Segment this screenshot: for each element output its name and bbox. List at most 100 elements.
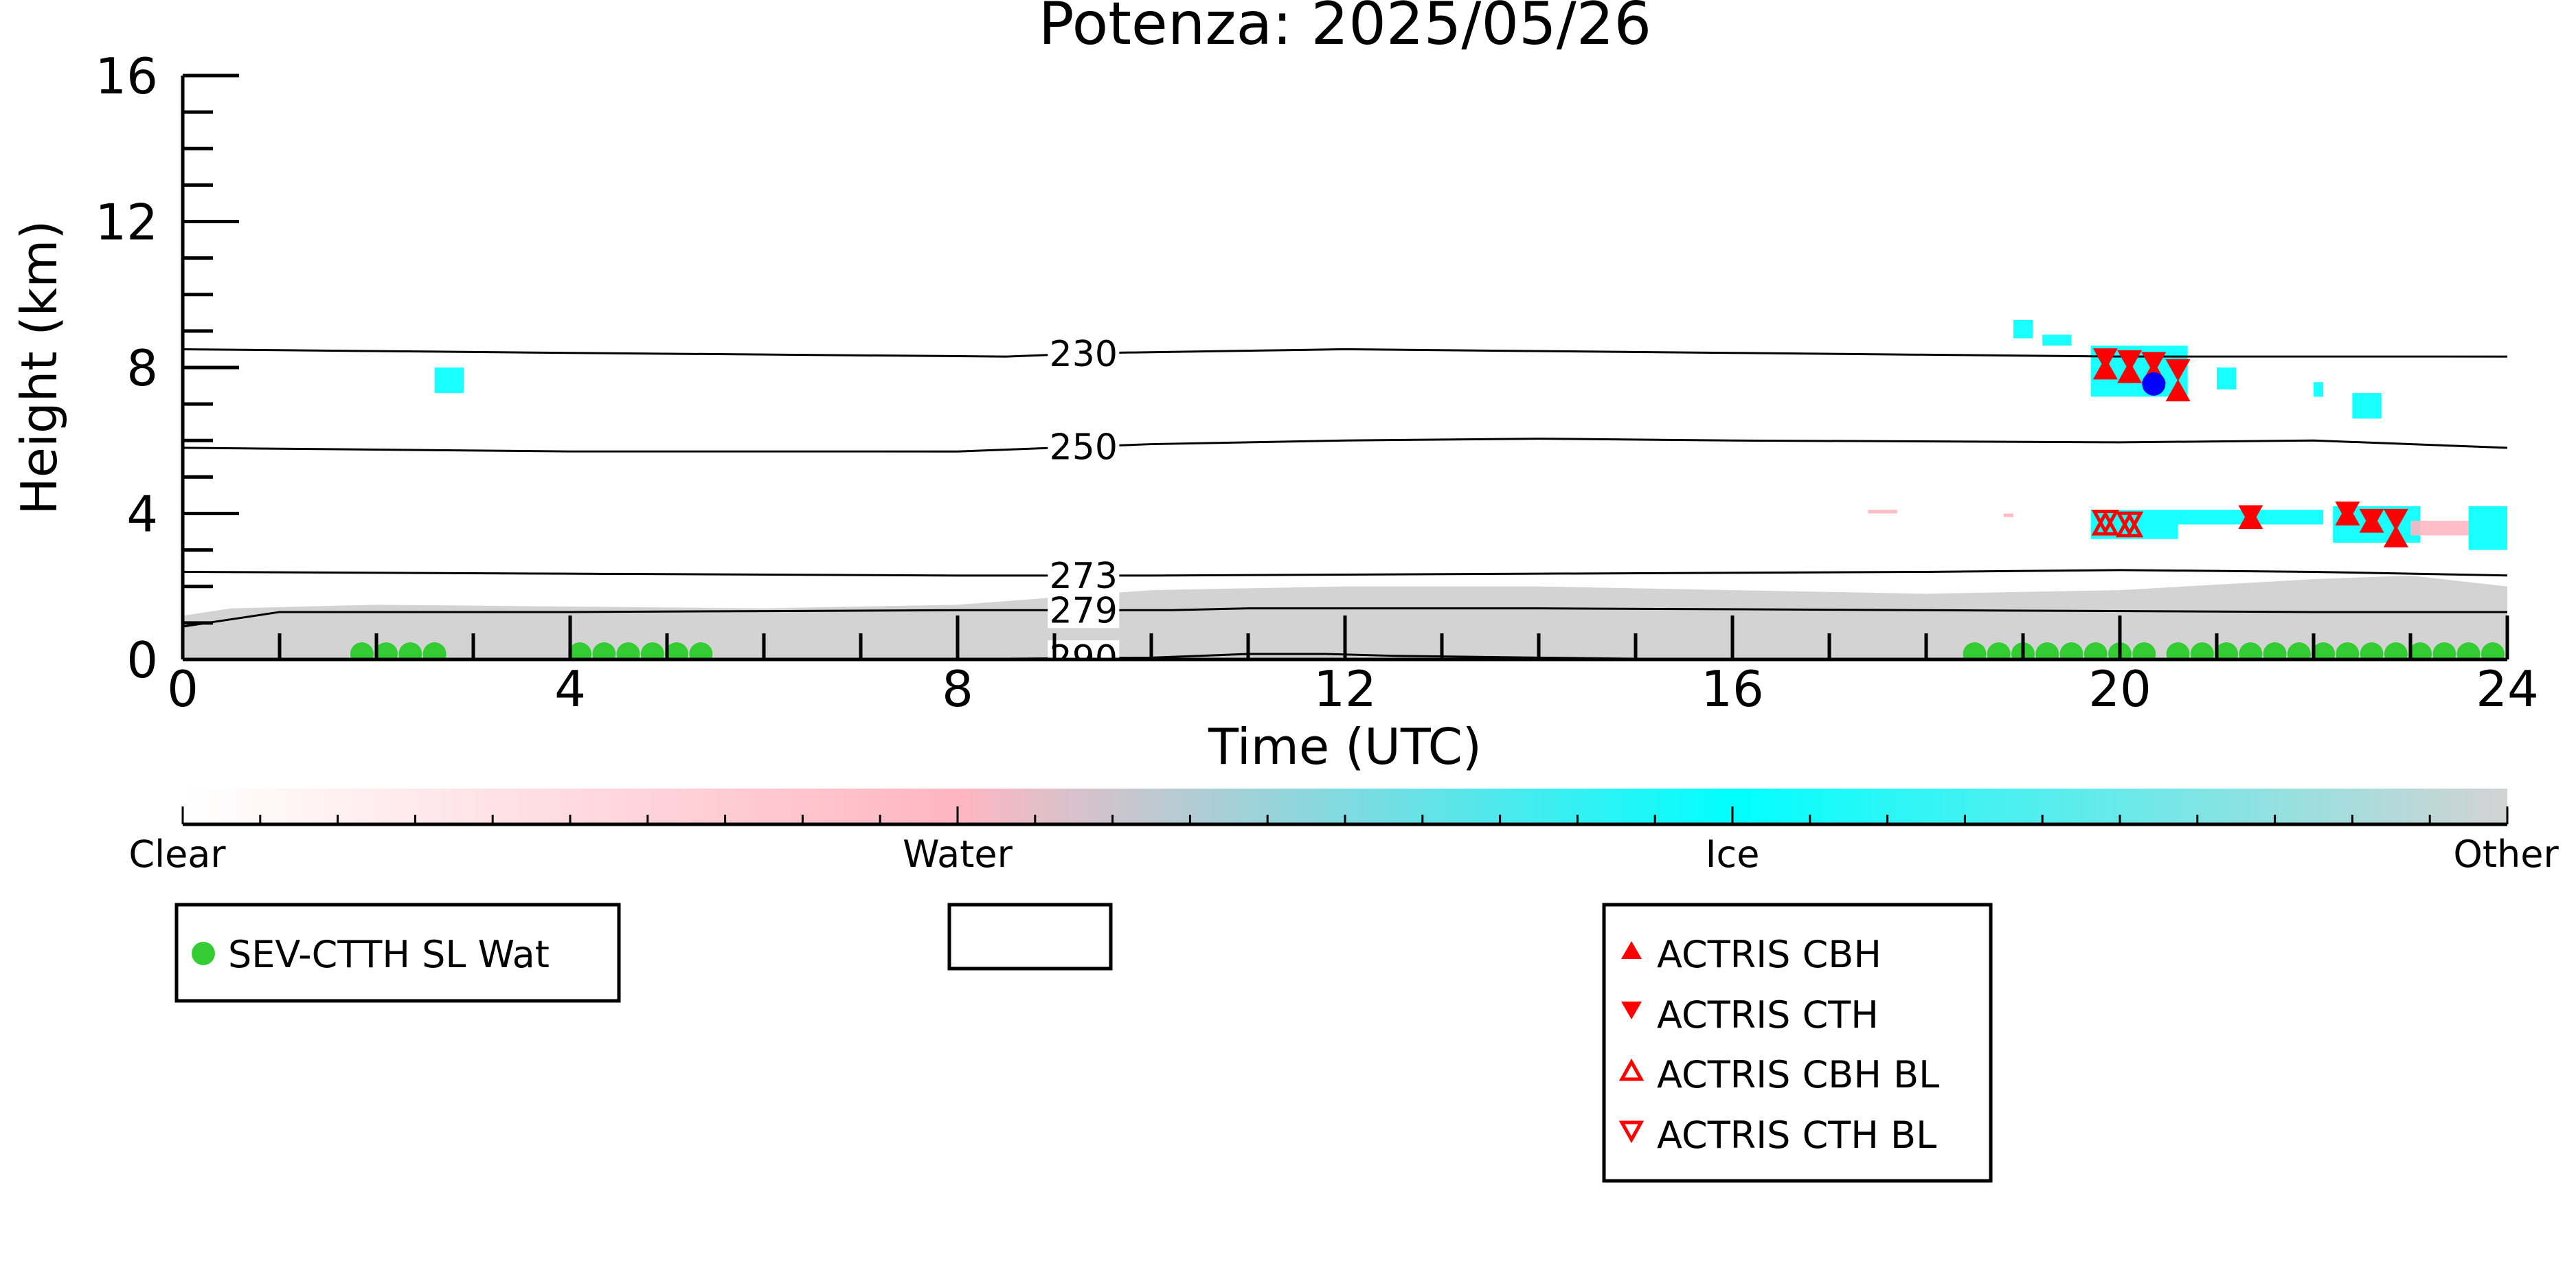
legend-cbh-bl-label: ACTRIS CBH BL (1657, 1053, 1939, 1096)
cloud-patch-ice (2217, 368, 2237, 389)
colorbar-label-water: Water (903, 833, 1013, 876)
y-tick-label: 12 (95, 194, 158, 251)
sev-ctth-sl-wat-marker (592, 642, 616, 659)
actris-cth-marker (2383, 508, 2408, 531)
colorbar: Clear Water Ice Other (128, 789, 2559, 876)
legend-cth-bl-marker (1618, 1120, 1645, 1144)
legend-cth-marker (1621, 1002, 1642, 1019)
sev-ctth-sl-wat-marker (2408, 642, 2432, 659)
isotherm-label-230: 230 (1050, 334, 1118, 375)
legend-satellite-box (174, 903, 621, 1003)
isotherm-label-250: 250 (1050, 427, 1118, 468)
y-tick-label: 8 (126, 339, 158, 397)
sev-ctth-sl-wat-marker (568, 642, 592, 659)
actris-cth-bl-marker (2115, 511, 2144, 537)
legend-actris-box (1602, 903, 1993, 1183)
legend-cbh-bl-marker (1618, 1058, 1645, 1081)
y-tick-label: 0 (126, 631, 158, 689)
isotherm-label-bg-250 (1048, 429, 1120, 465)
isotherm-label-bg-230 (1048, 335, 1120, 372)
isotherm-label-290: 290 (1050, 638, 1118, 679)
sev-ctth-sl-wat-marker (2239, 642, 2263, 659)
sev-ctth-sl-wat-marker (350, 642, 374, 659)
legend-cbh-label: ACTRIS CBH (1657, 933, 1882, 976)
isotherm-label-bg-290 (1048, 640, 1120, 659)
y-axis-label: Height (km) (10, 221, 68, 515)
legend-cth-bl-label: ACTRIS CTH BL (1657, 1114, 1936, 1157)
data-markers (350, 348, 2505, 659)
sev-ctth-sl-wat-marker (2215, 642, 2239, 659)
cloud-patch-water (2003, 513, 2013, 517)
sev-ctth-sl-wat-marker (1987, 642, 2011, 659)
x-tick-label: 12 (1313, 660, 1377, 718)
cloud-patch-ice (2352, 393, 2382, 419)
sev-ctth-sl-wat-marker (2263, 642, 2287, 659)
cloud-patch-water (2410, 521, 2469, 536)
sev-ctth-sl-wat-marker (2287, 642, 2311, 659)
isotherm-label-279: 279 (1050, 590, 1118, 631)
sev-ctth-sl-wat-marker (2166, 642, 2190, 659)
sev-ctth-sl-wat-marker (2481, 642, 2505, 659)
sev-ctth-sl-wat-marker (2059, 642, 2083, 659)
sev-ctth-sl-wat-marker (2190, 642, 2214, 659)
sev-ctth-sl-wat-marker (2035, 642, 2059, 659)
cloud-patch-ice (434, 368, 464, 394)
sev-ctth-sl-wat-marker (422, 642, 447, 659)
legend-cth-label: ACTRIS CTH (1657, 993, 1879, 1037)
x-tick-label: 4 (554, 660, 586, 718)
y-tick-label: 4 (126, 486, 158, 543)
actris-cth-marker (2117, 350, 2143, 372)
cloud-patch-ice (2013, 319, 2033, 339)
sev-ctth-sl-wat-marker (2132, 642, 2156, 659)
sev-ctth-sl-wat-marker (2456, 642, 2481, 659)
actris-cbh-marker (2383, 525, 2408, 547)
sev-ctth-sl-wat-marker (2360, 642, 2384, 659)
x-tick-label: 24 (2476, 660, 2539, 718)
isotherm-line-250 (183, 438, 2507, 453)
legend-sev-ctth-marker (192, 942, 215, 965)
colorbar-ticks (181, 806, 2509, 826)
sev-ctth-sl-wat-marker (2336, 642, 2360, 659)
isotherm-line-279 (183, 607, 2507, 628)
sev-ctth-sl-wat-marker (374, 642, 398, 659)
cloud-patch-ice (2468, 506, 2507, 550)
sev-ctth-sl-wat-marker (2312, 642, 2336, 659)
sev-ctth-sl-wat-marker (1963, 642, 1987, 659)
sev-ctth-sl-wat-marker (640, 642, 664, 659)
x-axis-label: Time (UTC) (1208, 718, 1482, 776)
blue-point-marker (2142, 372, 2166, 396)
cloud-patch-water (1868, 510, 1897, 514)
x-tick-label: 20 (2088, 660, 2151, 718)
actris-cth-bl-marker (2091, 509, 2120, 535)
actris-cth-marker (2141, 352, 2167, 374)
sev-ctth-sl-wat-marker (2432, 642, 2456, 659)
cloud-patch-ice (2314, 382, 2324, 397)
legend-empty-box (947, 903, 1113, 971)
cloud-patch-ice (2042, 335, 2072, 346)
legend-sev-ctth-label: SEV-CTTH SL Wat (228, 933, 550, 976)
legend-satellite: SEV-CTTH SL Wat (174, 903, 621, 1003)
sev-ctth-sl-wat-marker (665, 642, 689, 659)
actris-cth-marker (2165, 359, 2191, 381)
colorbar-label-clear: Clear (128, 833, 226, 876)
actris-cth-marker (2359, 508, 2384, 531)
y-tick-label: 16 (95, 47, 158, 105)
isotherm-line-230 (183, 348, 2507, 358)
chart-title: Potenza: 2025/05/26 (1039, 0, 1651, 58)
sev-ctth-sl-wat-marker (2083, 642, 2108, 659)
actris-cth-marker (2092, 348, 2118, 371)
x-tick-label: 8 (942, 660, 973, 718)
actris-cth-marker (2335, 501, 2360, 524)
axes: 0 4 8 12 16 0 4 8 12 16 20 24 (95, 47, 2538, 718)
legend-empty (947, 903, 1113, 971)
isotherm-line-273 (183, 569, 2507, 577)
legend-actris: ACTRIS CBH ACTRIS CTH ACTRIS CBH BL ACTR… (1602, 903, 1993, 1183)
sev-ctth-sl-wat-marker (616, 642, 640, 659)
actris-cbh-marker (2165, 379, 2191, 402)
x-tick-label: 0 (167, 660, 199, 718)
sev-ctth-sl-wat-marker (398, 642, 422, 659)
sev-ctth-sl-wat-marker (2384, 642, 2408, 659)
colorbar-label-ice: Ice (1706, 833, 1760, 876)
